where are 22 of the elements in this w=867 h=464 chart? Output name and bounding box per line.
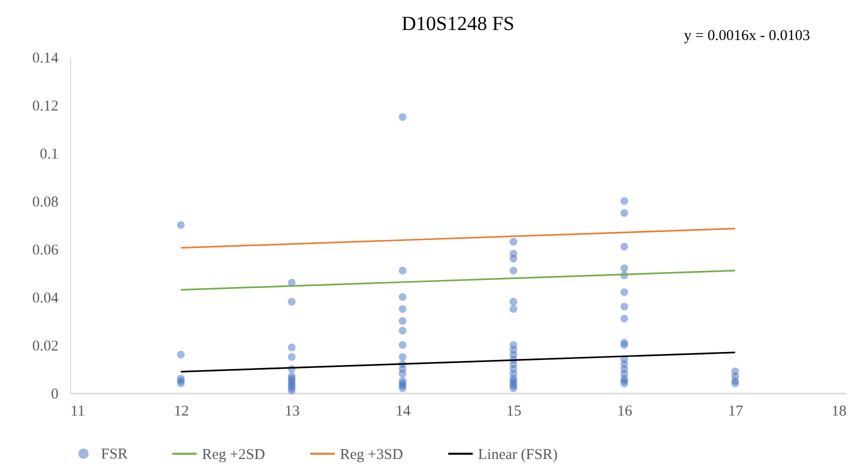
- x-tick-label: 14: [396, 404, 412, 420]
- x-tick-label: 11: [70, 404, 85, 420]
- y-tick-label: 0: [51, 386, 58, 402]
- legend-label: Reg +3SD: [340, 446, 404, 463]
- y-tick-label: 0.14: [32, 50, 59, 66]
- x-tick-label: 17: [728, 404, 744, 420]
- y-tick-label: 0.06: [32, 242, 59, 258]
- x-tick-label: 12: [174, 404, 189, 420]
- x-tick-label: 16: [617, 404, 633, 420]
- x-tick-label: 13: [284, 404, 300, 420]
- text: y = 0.0016x - 0.0103: [684, 28, 810, 44]
- legend-label: FSR: [101, 446, 128, 463]
- chart-title: D10S1248 FS: [402, 13, 514, 35]
- y-tick-label: 0.1: [40, 146, 58, 162]
- x-tick-label: 15: [506, 404, 522, 420]
- y-tick-label: 0.02: [32, 338, 58, 354]
- legend-label: Reg +2SD: [202, 446, 266, 463]
- x-tick-label: 18: [832, 404, 846, 420]
- legend-label: Linear (FSR): [478, 446, 558, 463]
- y-tick-label: 0.12: [32, 98, 58, 114]
- y-tick-label: 0.08: [32, 194, 58, 210]
- y-tick-label: 0.04: [32, 290, 59, 306]
